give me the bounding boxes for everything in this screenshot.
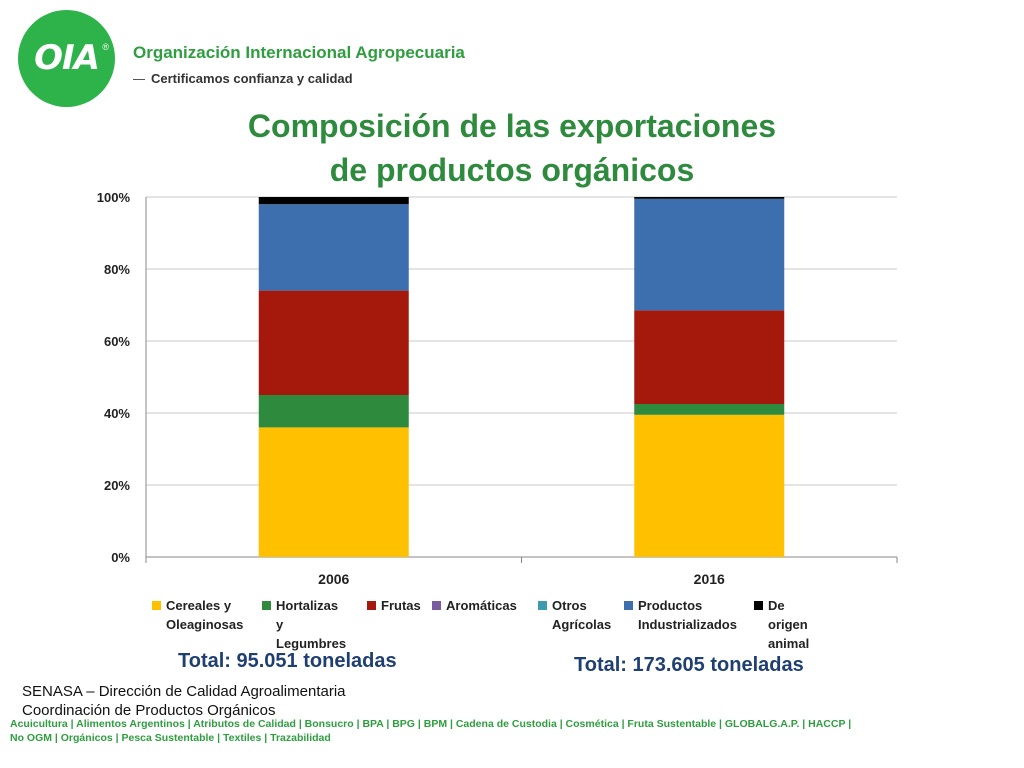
y-tick-label: 20% xyxy=(104,478,130,493)
certifications-footer: Acuicultura | Alimentos Argentinos | Atr… xyxy=(10,717,1000,745)
bar-segment xyxy=(258,290,409,395)
slide-title: Composición de las exportaciones de prod… xyxy=(180,104,844,192)
bar-segment xyxy=(634,414,785,557)
source-line-1: SENASA – Dirección de Calidad Agroalimen… xyxy=(22,683,346,700)
title-line-1: Composición de las exportaciones xyxy=(247,108,777,144)
legend-swatch xyxy=(262,601,271,610)
logo-registered-mark: ® xyxy=(102,42,109,52)
legend-label: De origen animal xyxy=(768,598,810,651)
organization-tagline: Certificamos confianza y calidad xyxy=(151,71,353,86)
bar-segment xyxy=(258,427,409,557)
title-line-2: de productos orgánicos xyxy=(329,152,695,188)
chart-legend: Cereales y Oleaginosas Hortalizas y Legum… xyxy=(152,596,892,651)
x-tick-label: 2006 xyxy=(318,571,349,587)
stacked-bar-chart: 0% 20% 40% 60% 80% 100% 2006 2016 xyxy=(97,190,898,587)
legend-swatch xyxy=(367,601,376,610)
total-2016: Total: 173.605 toneladas xyxy=(574,654,804,676)
bar-segment xyxy=(634,404,785,415)
legend-label: Hortalizas y Legumbres xyxy=(276,598,347,651)
total-2006: Total: 95.051 toneladas xyxy=(178,650,397,672)
x-tick-label: 2016 xyxy=(694,571,725,587)
tagline-dash xyxy=(133,79,145,80)
oia-logo: OIA ® xyxy=(18,10,115,107)
logo-text: OIA xyxy=(34,38,100,78)
legend-swatch xyxy=(538,601,547,610)
legend-swatch xyxy=(152,601,161,610)
source-line-2: Coordinación de Productos Orgánicos xyxy=(22,702,276,719)
y-tick-label: 60% xyxy=(104,334,130,349)
legend-label: Aromáticas xyxy=(446,598,517,613)
legend-label: Otros Agrícolas xyxy=(552,598,612,632)
y-tick-label: 40% xyxy=(104,406,130,421)
bar-segment xyxy=(634,197,785,199)
legend-label: Frutas xyxy=(381,598,421,613)
bar-segment xyxy=(258,204,409,291)
y-tick-label: 80% xyxy=(104,262,130,277)
legend-swatch xyxy=(624,601,633,610)
legend-swatch xyxy=(754,601,763,610)
legend-swatch xyxy=(432,601,441,610)
bar-segment xyxy=(258,197,409,205)
legend-label: Cereales y Oleaginosas xyxy=(166,598,244,632)
source-note: SENASA – Dirección de Calidad Agroalimen… xyxy=(22,682,346,720)
organization-name: Organización Internacional Agropecuaria xyxy=(133,43,465,62)
y-tick-label: 100% xyxy=(97,190,131,205)
bar-segment xyxy=(258,395,409,428)
legend-label: Productos Industrializados xyxy=(638,598,737,632)
footer-line-2: No OGM | Orgánicos | Pesca Sustentable |… xyxy=(10,732,331,744)
bar-segment xyxy=(634,310,785,404)
y-tick-label: 0% xyxy=(111,550,130,565)
bar-segment xyxy=(634,198,785,311)
footer-line-1: Acuicultura | Alimentos Argentinos | Atr… xyxy=(10,718,852,730)
